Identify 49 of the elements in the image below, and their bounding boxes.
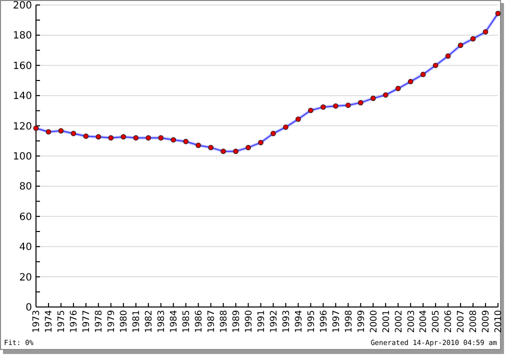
y-tick-label: 60 [19,212,32,223]
y-tick-label: 80 [19,182,32,193]
x-tick-label: 1988 [219,310,230,333]
x-tick-label: 1981 [132,310,142,333]
x-tick-label: 1982 [144,310,155,333]
x-tick-label: 2008 [469,310,480,333]
x-tick-label: 1989 [232,310,242,333]
x-tick-label: 1994 [294,310,304,333]
x-tick-label: 1977 [82,310,92,333]
x-tick-label: 2000 [369,310,380,333]
y-tick-label: 180 [12,30,32,42]
x-tick-label: 1979 [107,310,118,333]
x-tick-label: 1990 [244,310,254,333]
x-tick-label: 1973 [32,310,42,333]
x-tick-label: 1987 [206,310,217,333]
x-tick-label: 1976 [70,310,80,333]
y-tick-label: 40 [19,242,32,254]
x-tick-label: 1974 [44,310,55,333]
x-tick-label: 1995 [306,310,317,333]
x-tick-label: 2006 [444,310,454,333]
y-tick-label: 120 [12,121,32,132]
x-tick-label: 2003 [406,310,417,333]
x-tick-label: 1978 [94,310,105,333]
y-tick-label: 20 [19,272,32,284]
x-tick-label: 1996 [319,310,330,333]
x-tick-label: 1999 [356,310,367,333]
x-tick-label: 1975 [57,310,68,333]
y-tick-label: 100 [12,152,32,162]
x-tick-label: 2002 [394,310,404,333]
x-tick-label: 1986 [194,310,204,333]
x-tick-label: 1983 [157,310,168,333]
y-tick-label: 140 [12,91,32,102]
x-tick-label: 2007 [456,310,467,333]
y-tick-label: 160 [12,60,32,72]
x-tick-label: 1991 [256,310,267,333]
x-tick-label: 2009 [482,310,492,333]
x-tick-label: 2010 [494,310,504,333]
x-tick-label: 1998 [344,310,354,333]
x-tick-label: 2004 [419,310,430,333]
x-tick-label: 1980 [120,310,130,333]
x-tick-label: 1992 [269,310,280,333]
x-tick-label: 1997 [332,310,342,333]
x-tick-label: 1993 [282,310,292,333]
x-tick-label: 1985 [182,310,192,333]
y-tick-label: 200 [12,0,32,12]
x-tick-label: 2001 [382,310,392,333]
x-tick-label: 1984 [170,310,180,333]
x-tick-label: 2005 [432,310,442,333]
y-tick-label: 0 [26,302,32,314]
